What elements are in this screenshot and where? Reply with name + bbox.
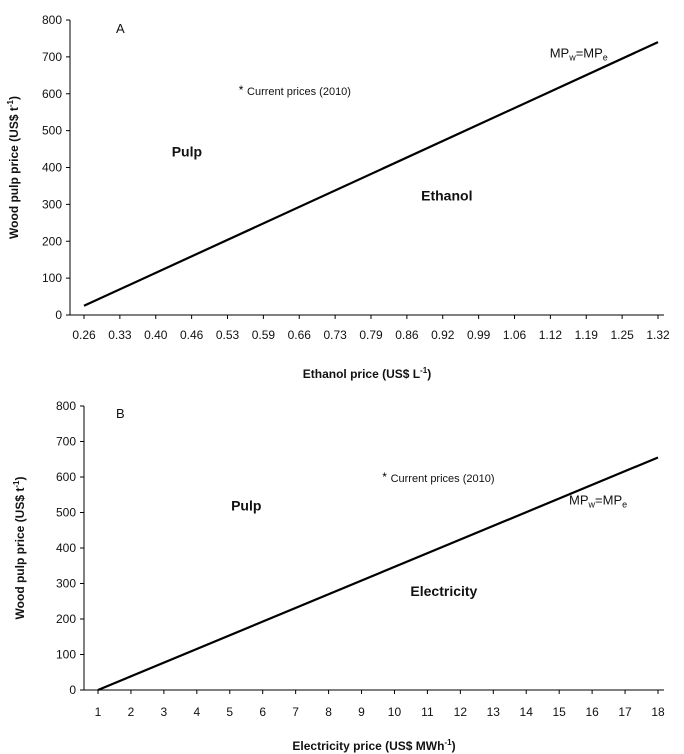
x-tick-label: 0.66 — [288, 328, 312, 342]
current-price-marker: * — [382, 470, 387, 484]
y-tick-label: 400 — [42, 161, 62, 175]
y-tick-label: 800 — [56, 399, 76, 413]
x-tick-label: 4 — [193, 705, 200, 719]
y-tick-label: 800 — [42, 13, 62, 27]
current-price-annotation: Current prices (2010) — [391, 473, 495, 485]
y-tick-label: 200 — [42, 234, 62, 248]
x-tick-label: 18 — [651, 705, 665, 719]
x-axis-title: Electricity price (US$ MWh-1) — [292, 738, 455, 753]
y-tick-label: 0 — [55, 308, 62, 322]
x-tick-label: 8 — [325, 705, 332, 719]
x-tick-label: 1.32 — [646, 328, 670, 342]
y-tick-label: 200 — [56, 612, 76, 626]
x-tick-label: 1.12 — [539, 328, 563, 342]
y-tick-label: 300 — [42, 197, 62, 211]
x-axis-title: Ethanol price (US$ L-1) — [303, 366, 431, 381]
x-tick-label: 1.19 — [575, 328, 599, 342]
x-tick-label: 1 — [95, 705, 102, 719]
equation-label: MPw=MPe — [569, 493, 627, 510]
x-tick-label: 6 — [259, 705, 266, 719]
x-tick-label: 9 — [358, 705, 365, 719]
y-tick-label: 700 — [42, 50, 62, 64]
x-tick-label: 3 — [161, 705, 168, 719]
y-axis-title: Wood pulp price (US$ t-1) — [12, 477, 27, 620]
x-tick-label: 5 — [226, 705, 233, 719]
x-tick-label: 0.46 — [180, 328, 204, 342]
region-label: Electricity — [410, 583, 477, 599]
y-tick-label: 600 — [56, 470, 76, 484]
y-tick-label: 700 — [56, 435, 76, 449]
current-price-annotation: Current prices (2010) — [247, 86, 351, 98]
panel-label: B — [116, 406, 125, 421]
x-tick-label: 11 — [421, 705, 434, 719]
x-tick-label: 0.86 — [395, 328, 419, 342]
x-tick-label: 1.06 — [503, 328, 527, 342]
chart-panel-a: 0 100 200 300 400 500 600 700 800 0.26 0.33 0.40 0.4… — [6, 13, 670, 381]
x-tick-label: 0.53 — [216, 328, 240, 342]
x-tick-label: 0.40 — [144, 328, 168, 342]
region-label: Pulp — [172, 143, 202, 159]
x-tick-label: 0.99 — [467, 328, 491, 342]
x-tick-label: 0.79 — [359, 328, 383, 342]
x-tick-label: 17 — [618, 705, 632, 719]
x-tick-label: 15 — [552, 705, 566, 719]
y-tick-label: 400 — [56, 541, 76, 555]
y-tick-label: 500 — [42, 124, 62, 138]
x-tick-label: 10 — [388, 705, 402, 719]
series-line — [97, 456, 659, 692]
x-tick-label: 0.59 — [252, 328, 276, 342]
series-line — [83, 41, 659, 307]
region-label: Ethanol — [421, 188, 472, 204]
x-tick-label: 13 — [487, 705, 501, 719]
x-tick-label: 0.33 — [108, 328, 132, 342]
x-tick-label: 0.26 — [72, 328, 96, 342]
current-price-marker: * — [239, 83, 244, 97]
y-tick-label: 0 — [69, 683, 76, 697]
x-tick-label: 0.92 — [431, 328, 455, 342]
y-tick-label: 600 — [42, 87, 62, 101]
y-axis-title: Wood pulp price (US$ t-1) — [6, 96, 21, 239]
x-tick-label: 14 — [520, 705, 534, 719]
panel-label: A — [116, 21, 125, 36]
y-tick-label: 500 — [56, 506, 76, 520]
x-tick-label: 12 — [454, 705, 468, 719]
region-label: Pulp — [231, 498, 261, 514]
x-tick-label: 7 — [292, 705, 299, 719]
x-tick-label: 1.25 — [610, 328, 634, 342]
y-tick-label: 300 — [56, 577, 76, 591]
equation-label: MPw=MPe — [550, 46, 608, 63]
y-tick-label: 100 — [56, 648, 76, 662]
y-tick-label: 100 — [42, 271, 62, 285]
x-tick-label: 16 — [585, 705, 599, 719]
x-tick-label: 2 — [128, 705, 135, 719]
x-tick-label: 0.73 — [323, 328, 347, 342]
